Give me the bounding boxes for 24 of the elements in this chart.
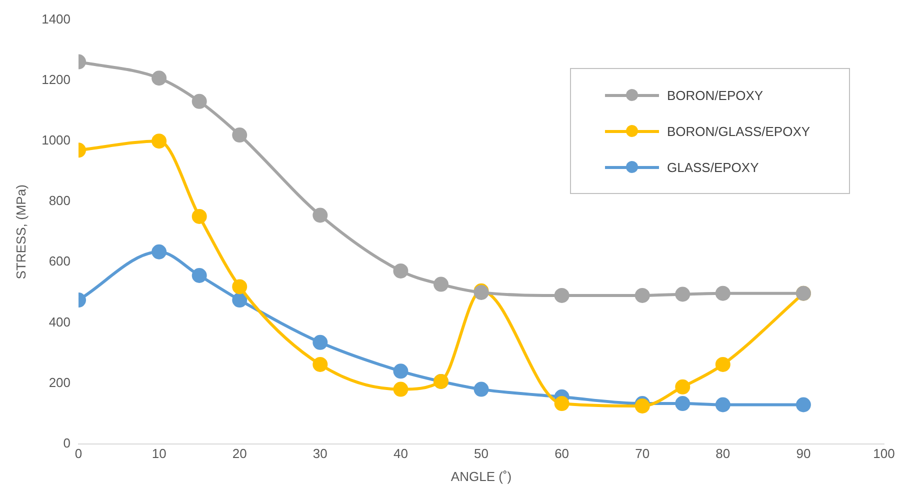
x-tick-label: 70: [635, 446, 650, 462]
legend-label: BORON/GLASS/EPOXY: [667, 124, 810, 138]
x-tick-label: 0: [74, 446, 82, 462]
y-tick-label: 600: [48, 254, 71, 269]
x-tick-label: 50: [474, 446, 488, 462]
y-tick-label: 0: [63, 435, 71, 450]
y-tick-label: 1000: [42, 132, 71, 148]
y-tick-label: 1400: [42, 12, 71, 27]
legend-label: GLASS/EPOXY: [667, 160, 759, 174]
y-tick-label: 1200: [42, 72, 71, 88]
y-tick-label: 400: [48, 314, 71, 330]
x-tick-label: 30: [312, 446, 328, 462]
y-axis-title: STRESS, (MPa): [13, 184, 28, 280]
y-tick-label: 800: [48, 193, 71, 208]
x-tick-label: 20: [232, 446, 247, 462]
x-axis-title: ANGLE (˚): [450, 468, 512, 484]
legend-label: BORON/EPOXY: [667, 88, 764, 102]
y-tick-label: 200: [48, 374, 71, 390]
x-tick-label: 100: [873, 446, 895, 462]
x-tick-label: 90: [796, 446, 811, 462]
x-tick-label: 80: [716, 446, 730, 462]
x-tick-label: 40: [393, 446, 408, 462]
x-tick-label: 60: [554, 446, 570, 462]
x-tick-label: 10: [152, 446, 166, 462]
